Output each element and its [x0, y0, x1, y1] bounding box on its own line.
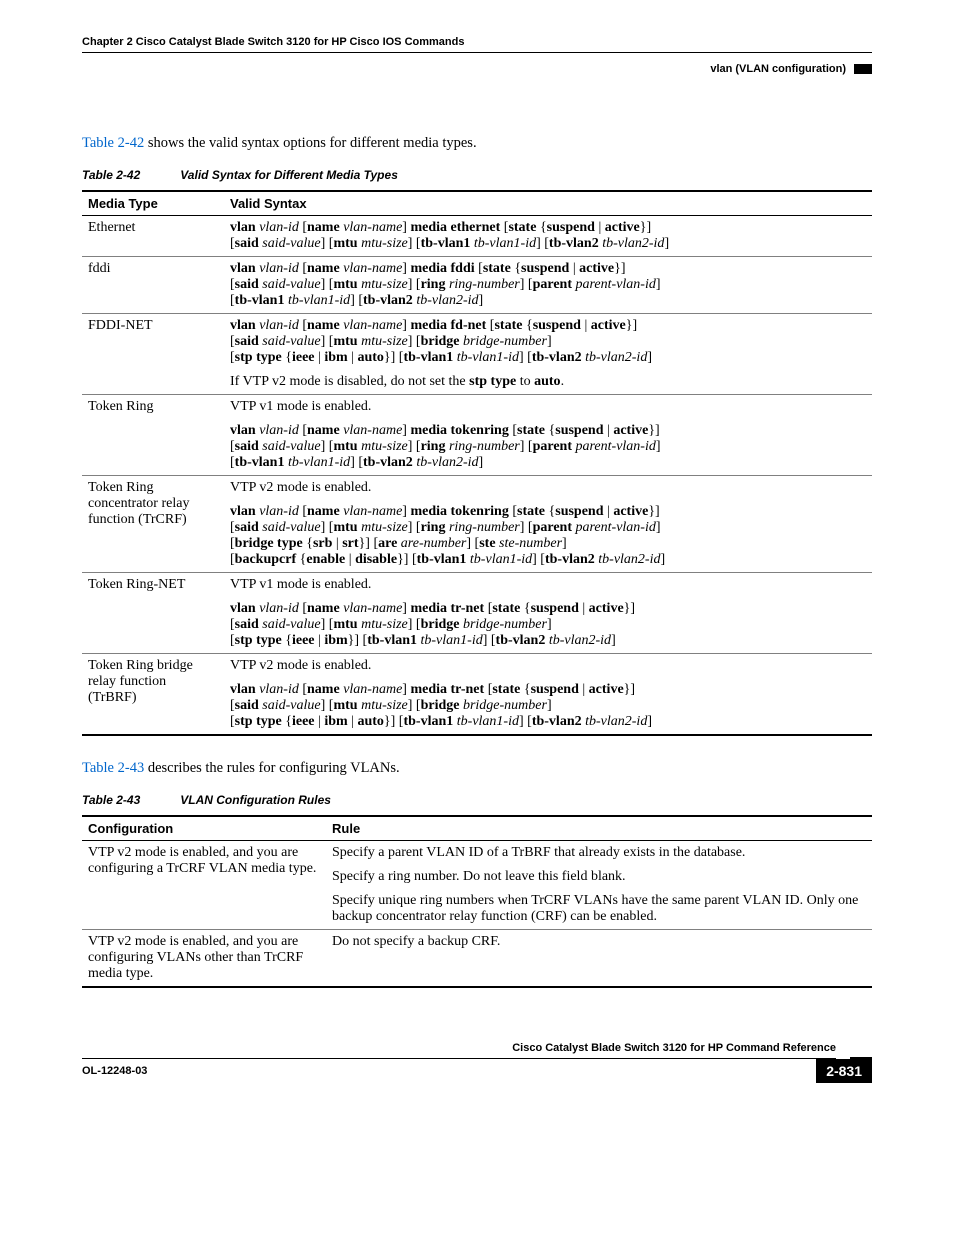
running-header: Chapter 2 Cisco Catalyst Blade Switch 31… [82, 36, 872, 48]
table-2-42-title: Valid Syntax for Different Media Types [180, 168, 398, 182]
table-2-42-caption: Table 2-42 Valid Syntax for Different Med… [82, 168, 872, 182]
valid-syntax-cell: vlan vlan-id [name vlan-name] media ethe… [224, 216, 872, 257]
table-2-43-title: VLAN Configuration Rules [180, 793, 331, 807]
table-2-43-col1-header: Configuration [82, 816, 326, 841]
xref-table-2-43[interactable]: Table 2-43 [82, 760, 144, 776]
footer-bottom-line: OL-12248-03 2-831 [82, 1059, 872, 1083]
valid-syntax-cell: VTP v2 mode is enabled. vlan vlan-id [na… [224, 654, 872, 736]
footer-rule [82, 1058, 836, 1059]
header-chapter: Chapter 2 Cisco Catalyst Blade Switch 31… [82, 36, 464, 48]
footer-doc-id: OL-12248-03 [82, 1065, 147, 1077]
intro1-text: shows the valid syntax options for diffe… [144, 135, 476, 151]
page-footer: Cisco Catalyst Blade Switch 3120 for HP … [82, 1038, 872, 1083]
media-type-cell: fddi [82, 257, 224, 314]
media-type-cell: Token Ring-NET [82, 573, 224, 654]
valid-syntax-cell: VTP v1 mode is enabled. vlan vlan-id [na… [224, 395, 872, 476]
table-2-43-col2-header: Rule [326, 816, 872, 841]
table-row: fddi vlan vlan-id [name vlan-name] media… [82, 257, 872, 314]
rule-p1: Specify a parent VLAN ID of a TrBRF that… [332, 845, 866, 861]
table-2-42: Media Type Valid Syntax Ethernet vlan vl… [82, 190, 872, 736]
table-2-43-number: Table 2-43 [82, 793, 140, 807]
intro2-text: describes the rules for configuring VLAN… [144, 760, 399, 776]
media-type-cell: Token Ring concentrator relay function (… [82, 476, 224, 573]
rule-p2: Specify a ring number. Do not leave this… [332, 869, 866, 885]
table-row: Token Ring bridge relay function (TrBRF)… [82, 654, 872, 736]
table-2-42-col2-header: Valid Syntax [224, 191, 872, 216]
table-2-43-caption: Table 2-43 VLAN Configuration Rules [82, 793, 872, 807]
rule-cell: Do not specify a backup CRF. [326, 930, 872, 988]
valid-syntax-cell: vlan vlan-id [name vlan-name] media fddi… [224, 257, 872, 314]
valid-syntax-cell: vlan vlan-id [name vlan-name] media fd-n… [224, 314, 872, 395]
table-row: Token Ring VTP v1 mode is enabled. vlan … [82, 395, 872, 476]
table-2-43: Configuration Rule VTP v2 mode is enable… [82, 815, 872, 988]
table-row: FDDI-NET vlan vlan-id [name vlan-name] m… [82, 314, 872, 395]
rule-p3: Specify unique ring numbers when TrCRF V… [332, 893, 866, 925]
footer-page-number: 2-831 [816, 1059, 872, 1083]
table-row: Token Ring-NET VTP v1 mode is enabled. v… [82, 573, 872, 654]
media-type-cell: Ethernet [82, 216, 224, 257]
valid-syntax-cell: VTP v1 mode is enabled. vlan vlan-id [na… [224, 573, 872, 654]
media-type-cell: Token Ring [82, 395, 224, 476]
table-2-42-number: Table 2-42 [82, 168, 140, 182]
media-type-cell: Token Ring bridge relay function (TrBRF) [82, 654, 224, 736]
xref-table-2-42[interactable]: Table 2-42 [82, 135, 144, 151]
configuration-cell: VTP v2 mode is enabled, and you are conf… [82, 841, 326, 930]
header-section-row: vlan (VLAN configuration) [82, 63, 872, 75]
table-2-42-header-row: Media Type Valid Syntax [82, 191, 872, 216]
table-2-42-col1-header: Media Type [82, 191, 224, 216]
table-row: Token Ring concentrator relay function (… [82, 476, 872, 573]
page-container: Chapter 2 Cisco Catalyst Blade Switch 31… [0, 0, 954, 1119]
rule-cell: Specify a parent VLAN ID of a TrBRF that… [326, 841, 872, 930]
header-section: vlan (VLAN configuration) [710, 63, 846, 75]
table-row: VTP v2 mode is enabled, and you are conf… [82, 841, 872, 930]
valid-syntax-cell: VTP v2 mode is enabled. vlan vlan-id [na… [224, 476, 872, 573]
intro-paragraph-1: Table 2-42 shows the valid syntax option… [82, 135, 872, 152]
table-2-43-header-row: Configuration Rule [82, 816, 872, 841]
media-type-cell: FDDI-NET [82, 314, 224, 395]
table-row: Ethernet vlan vlan-id [name vlan-name] m… [82, 216, 872, 257]
header-rule [82, 52, 872, 53]
table-row: VTP v2 mode is enabled, and you are conf… [82, 930, 872, 988]
footer-book-title: Cisco Catalyst Blade Switch 3120 for HP … [82, 1038, 836, 1058]
header-black-box-icon [854, 64, 872, 74]
intro-paragraph-2: Table 2-43 describes the rules for confi… [82, 760, 872, 777]
configuration-cell: VTP v2 mode is enabled, and you are conf… [82, 930, 326, 988]
